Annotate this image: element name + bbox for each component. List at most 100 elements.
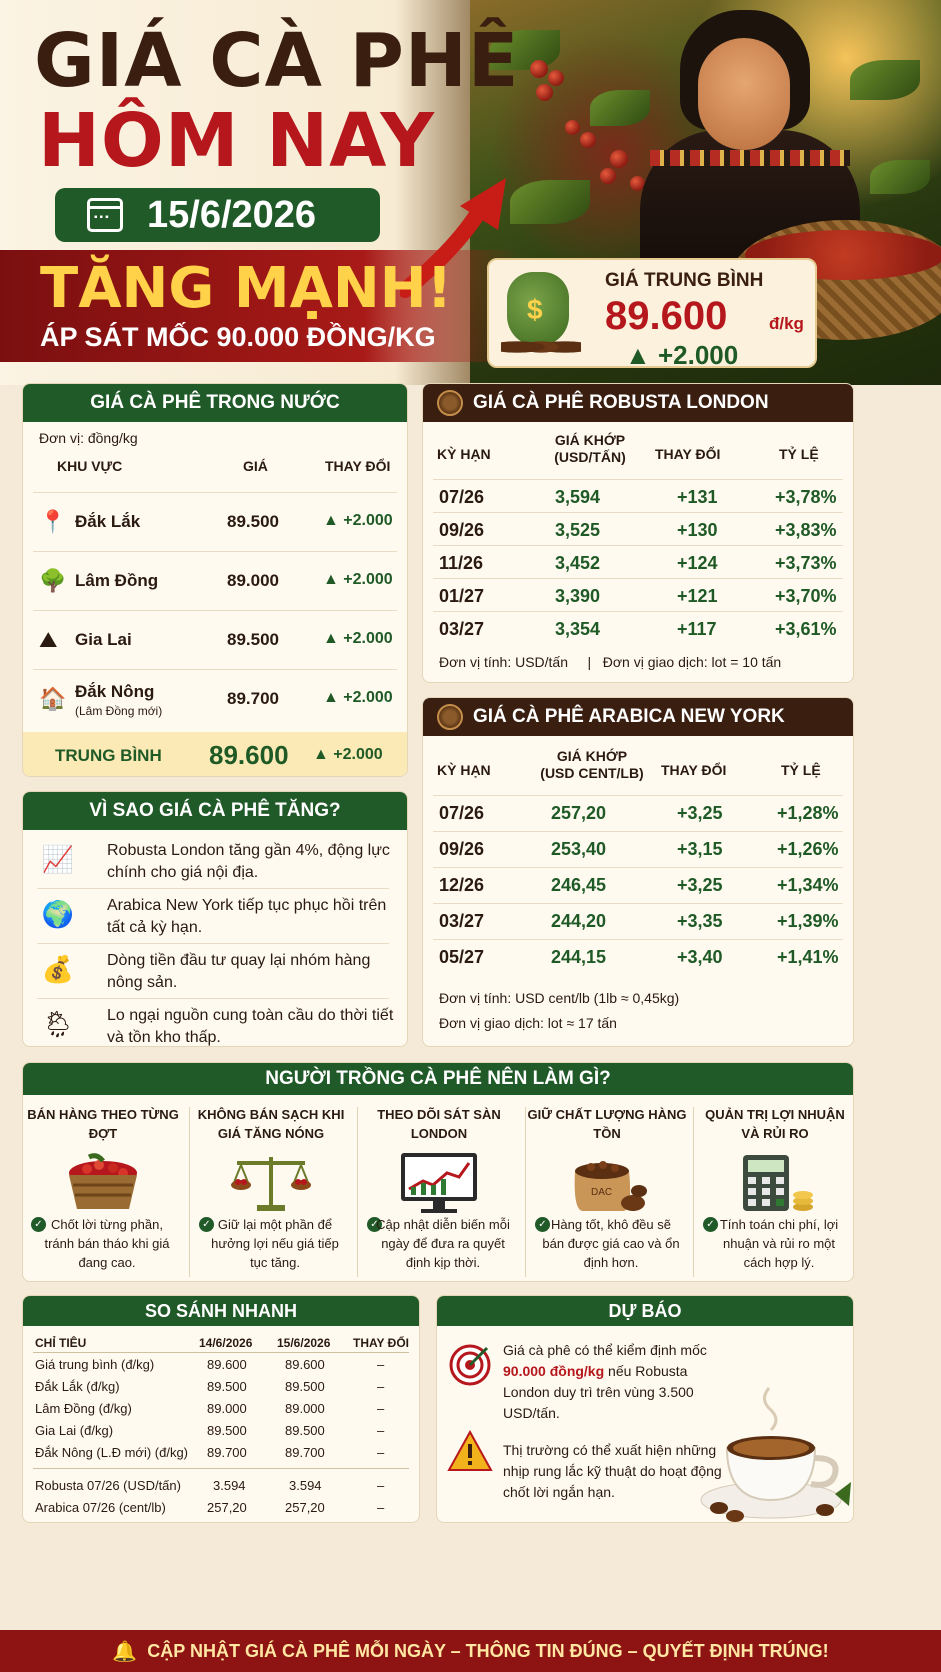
ratio: +3,61% [775,619,837,639]
advice-item: THEO DÕI SÁT SÀN LONDON ✓ Cập nhật diễn … [359,1103,519,1281]
table-row: 07/26 3,594 +131 +3,78% [433,479,843,512]
table-row: 11/26 3,452 +124 +3,73% [433,545,843,578]
target-icon [449,1344,491,1386]
term: 07/26 [439,803,485,823]
advice-desc: Chốt lời từng phần, tránh bán tháo khi g… [44,1217,170,1270]
advice-item: QUẢN TRỊ LỢI NHUẬN VÀ RỦI RO ✓ Tính toán… [695,1103,853,1281]
advice-title: QUẢN TRỊ LỢI NHUẬN VÀ RỦI RO [705,1107,845,1141]
change: +3,40 [677,947,723,967]
term: 03/27 [439,619,485,639]
globe-icon: 🌍 [41,899,75,929]
compare-title: SO SÁNH NHANH [23,1296,419,1326]
ratio: +1,26% [777,839,839,859]
domestic-average-row: TRUNG BÌNH 89.600 ▲ +2.000 [23,732,407,776]
hero-banner: GIÁ CÀ PHÊ HÔM NAY 15/6/2026 TĂNG MẠNH! … [0,0,941,385]
term: 09/26 [439,520,485,540]
why-price-rises-panel: VÌ SAO GIÁ CÀ PHÊ TĂNG? 📈 Robusta London… [22,791,408,1047]
change: +121 [677,586,718,606]
term: 11/26 [439,553,484,573]
ratio: +3,78% [775,487,837,507]
arabica-note-lot: Đơn vị giao dịch: lot ≈ 17 tấn [439,1015,617,1031]
calculator-icon [743,1155,813,1211]
advice-item: GIỮ CHẤT LƯỢNG HÀNG TỒN DAC ✓ Hàng tốt, … [527,1103,687,1281]
header-ratio: TỶ LỆ [779,446,819,462]
advice-title: GIỮ CHẤT LƯỢNG HÀNG TỒN [527,1107,687,1141]
house-icon: 🏠 [39,686,67,711]
arabica-newyork-panel: GIÁ CÀ PHÊ ARABICA NEW YORK KỲ HẠN GIÁ K… [422,697,854,1047]
region-change: ▲ +2.000 [323,689,393,706]
change: +130 [677,520,718,540]
why-title: VÌ SAO GIÁ CÀ PHÊ TĂNG? [23,792,407,830]
footer-banner: 🔔 CẬP NHẬT GIÁ CÀ PHÊ MỖI NGÀY – THÔNG T… [0,1630,941,1672]
date-badge: 15/6/2026 [55,188,380,242]
forecast-panel: DỰ BÁO Giá cà phê có thể kiểm định mốc 9… [436,1295,854,1523]
header-match-price: GIÁ KHỚP [556,748,628,764]
compare-row: Gia Lai (đ/kg) 89.500 89.500 – [35,1423,385,1438]
advice-title: BÁN HÀNG THEO TỪNG ĐỢT [27,1107,179,1141]
grower-advice-panel: NGƯỜI TRỒNG CÀ PHÊ NÊN LÀM GÌ? BÁN HÀNG … [22,1062,854,1282]
compare-header-date: 15/6/2026 [277,1336,331,1350]
region-change: ▲ +2.000 [323,512,393,529]
header-ratio: TỶ LỆ [781,762,821,778]
growers-title: NGƯỜI TRỒNG CÀ PHÊ NÊN LÀM GÌ? [23,1063,853,1095]
ratio: +3,73% [775,553,837,573]
compare-row: Arabica 07/26 (cent/lb) 257,20 257,20 – [35,1500,385,1515]
domestic-average-value: 89.600 [209,740,289,770]
subheadline: ÁP SÁT MỐC 90.000 ĐỒNG/KG [40,322,436,352]
change: +3,15 [677,839,723,859]
page-title-line1: GIÁ CÀ PHÊ [34,18,520,104]
match-price: 253,40 [551,839,607,859]
domestic-average-change: ▲ +2.000 [313,746,383,763]
table-row: 09/26 253,40 +3,15 +1,26% [433,831,843,867]
domestic-title: GIÁ CÀ PHÊ TRONG NƯỚC [23,384,407,422]
advice-title: KHÔNG BÁN SẠCH KHI GIÁ TĂNG NÓNG [197,1107,345,1141]
headline: TĂNG MẠNH! [40,256,453,321]
page-title-line2: HÔM NAY [38,98,435,184]
header-match-price: GIÁ KHỚP [554,432,626,448]
header-region: KHU VỰC [57,458,123,474]
robusta-london-panel: GIÁ CÀ PHÊ ROBUSTA LONDON KỲ HẠN GIÁ KHỚ… [422,383,854,683]
region-row: 📍 Đắk Lắk 89.500 ▲ +2.000 [33,492,397,551]
table-row: 09/26 3,525 +130 +3,83% [433,512,843,545]
header-match-unit: (USD/TẤN) [554,449,626,465]
coffee-bean-icon [437,390,463,416]
coffee-bean-icon [437,704,463,730]
coffee-sack-icon: DAC [574,1161,647,1211]
robusta-note: Đơn vị tính: USD/tấn | Đơn vị giao dịch:… [439,654,782,670]
trend-up-arrow-icon [400,178,506,298]
robusta-title: GIÁ CÀ PHÊ ROBUSTA LONDON [473,392,769,413]
arabica-title: GIÁ CÀ PHÊ ARABICA NEW YORK [473,706,785,727]
region-name: Đắk Nông [75,682,155,701]
date-text: 15/6/2026 [147,193,317,236]
reason-item: 📈 Robusta London tăng gần 4%, động lực c… [37,834,390,889]
change: +117 [677,619,717,639]
check-icon: ✓ [31,1217,46,1232]
change: +3,25 [677,803,723,823]
ratio: +3,70% [775,586,837,606]
region-price: 89.500 [227,630,279,649]
term: 05/27 [439,947,485,967]
match-price: 244,20 [551,911,607,931]
region-row: 🌳 Lâm Đồng 89.000 ▲ +2.000 [33,551,397,610]
calendar-icon [87,198,123,232]
region-change: ▲ +2.000 [323,571,393,588]
table-row: 05/27 244,15 +3,40 +1,41% [433,939,843,975]
region-row: ⛰ Gia Lai 89.500 ▲ +2.000 [33,610,397,669]
weather-icon: 🌦 [41,1009,75,1039]
advice-item: BÁN HÀNG THEO TỪNG ĐỢT ✓ Chốt lời từng p… [23,1103,183,1281]
money-bag-icon [507,272,569,346]
sack-label: DAC [591,1187,612,1198]
reason-item: 🌦 Lo ngại nguồn cung toàn cầu do thời ti… [37,999,393,1046]
reason-text: Dòng tiền đầu tư quay lại nhóm hàng nông… [107,952,371,991]
header-change: THAY ĐỔI [655,446,721,462]
check-icon: ✓ [703,1217,718,1232]
mountain-icon: ⛰ [39,627,58,652]
region-price: 89.700 [227,689,279,708]
region-name: Gia Lai [75,630,132,649]
region-price: 89.500 [227,512,279,531]
advice-title: THEO DÕI SÁT SÀN LONDON [377,1107,501,1141]
domestic-unit: Đơn vị: đồng/kg [39,430,138,446]
monitor-chart-icon [401,1153,477,1213]
average-change: ▲ +2.000 [625,340,739,370]
check-icon: ✓ [199,1217,214,1232]
